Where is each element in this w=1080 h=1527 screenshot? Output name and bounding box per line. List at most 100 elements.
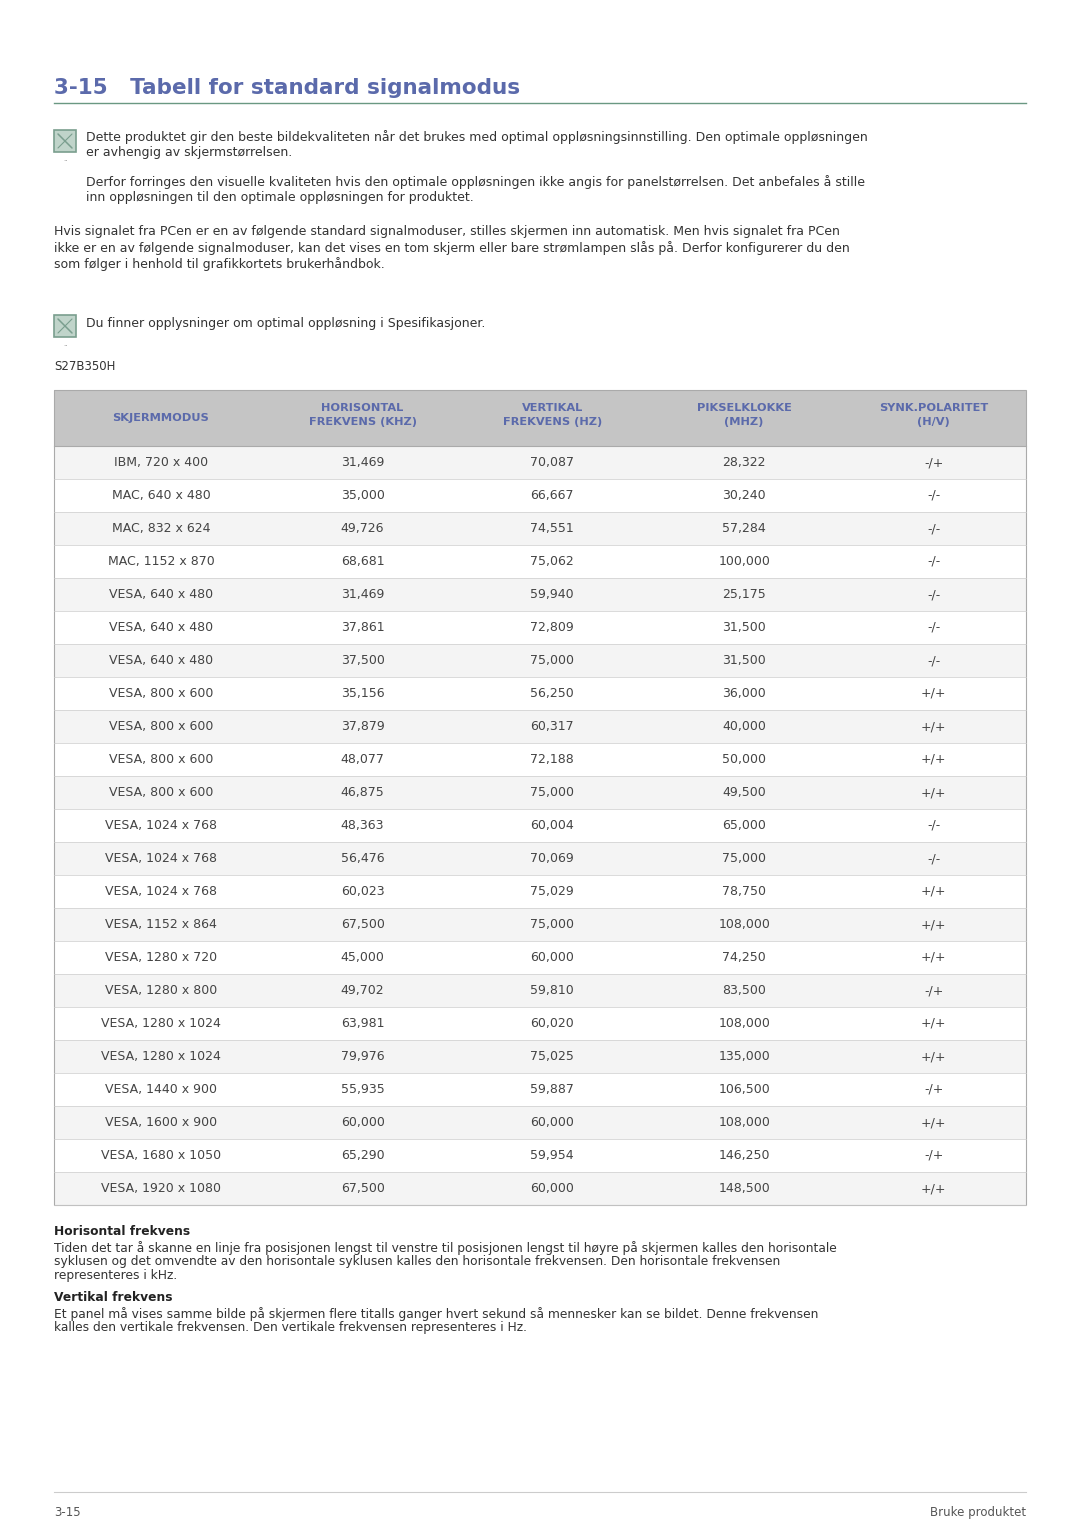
- Text: 3-15   Tabell for standard signalmodus: 3-15 Tabell for standard signalmodus: [54, 78, 521, 98]
- Text: 59,940: 59,940: [530, 588, 573, 602]
- Text: VESA, 1280 x 720: VESA, 1280 x 720: [105, 951, 217, 964]
- Text: 3-15: 3-15: [54, 1506, 81, 1519]
- Text: 100,000: 100,000: [718, 554, 770, 568]
- Text: VESA, 1280 x 1024: VESA, 1280 x 1024: [102, 1017, 220, 1031]
- Bar: [54, 909, 1026, 941]
- Bar: [54, 776, 1026, 809]
- Text: 65,000: 65,000: [723, 818, 766, 832]
- Text: -/-: -/-: [927, 489, 941, 502]
- Text: VESA, 1024 x 768: VESA, 1024 x 768: [105, 818, 217, 832]
- Text: 67,500: 67,500: [340, 918, 384, 931]
- Text: +/+: +/+: [921, 721, 946, 733]
- Text: 49,726: 49,726: [341, 522, 384, 534]
- Text: 60,004: 60,004: [530, 818, 575, 832]
- Text: MAC, 640 x 480: MAC, 640 x 480: [111, 489, 211, 502]
- Text: 70,069: 70,069: [530, 852, 575, 864]
- Text: 75,000: 75,000: [530, 654, 575, 667]
- Text: -/-: -/-: [927, 621, 941, 634]
- Text: (H/V): (H/V): [917, 417, 950, 428]
- Text: 74,250: 74,250: [723, 951, 766, 964]
- Text: VESA, 640 x 480: VESA, 640 x 480: [109, 654, 213, 667]
- Text: VESA, 1280 x 800: VESA, 1280 x 800: [105, 983, 217, 997]
- Bar: [54, 389, 1026, 446]
- Text: VERTIKAL: VERTIKAL: [522, 403, 583, 412]
- Text: 60,000: 60,000: [530, 1182, 575, 1196]
- Text: VESA, 1920 x 1080: VESA, 1920 x 1080: [100, 1182, 221, 1196]
- Text: 55,935: 55,935: [340, 1083, 384, 1096]
- Text: Horisontal frekvens: Horisontal frekvens: [54, 1225, 190, 1238]
- Text: 40,000: 40,000: [723, 721, 766, 733]
- Text: 56,476: 56,476: [341, 852, 384, 864]
- Text: +/+: +/+: [921, 753, 946, 767]
- Text: -/+: -/+: [924, 1148, 943, 1162]
- Text: PIKSELKLOKKE: PIKSELKLOKKE: [697, 403, 792, 412]
- Text: +/+: +/+: [921, 918, 946, 931]
- Text: +/+: +/+: [921, 1182, 946, 1196]
- Text: 48,363: 48,363: [341, 818, 384, 832]
- Text: 50,000: 50,000: [723, 753, 766, 767]
- Bar: [54, 130, 76, 153]
- Bar: [54, 710, 1026, 744]
- Bar: [54, 744, 1026, 776]
- Text: VESA, 1600 x 900: VESA, 1600 x 900: [105, 1116, 217, 1128]
- Text: syklusen og det omvendte av den horisontale syklusen kalles den horisontale frek: syklusen og det omvendte av den horisont…: [54, 1255, 780, 1267]
- Text: Tiden det tar å skanne en linje fra posisjonen lengst til venstre til posisjonen: Tiden det tar å skanne en linje fra posi…: [54, 1241, 837, 1255]
- Text: Vertikal frekvens: Vertikal frekvens: [54, 1290, 173, 1304]
- Text: Dette produktet gir den beste bildekvaliteten når det brukes med optimal oppløsn: Dette produktet gir den beste bildekvali…: [86, 130, 867, 144]
- Bar: [54, 1006, 1026, 1040]
- Text: +/+: +/+: [921, 1116, 946, 1128]
- Text: -/-: -/-: [927, 588, 941, 602]
- Text: 75,029: 75,029: [530, 886, 575, 898]
- Text: 60,020: 60,020: [530, 1017, 575, 1031]
- Text: SYNK.POLARITET: SYNK.POLARITET: [879, 403, 988, 412]
- Text: S27B350H: S27B350H: [54, 360, 116, 373]
- Text: 46,875: 46,875: [340, 786, 384, 799]
- Bar: [54, 941, 1026, 974]
- Text: 66,667: 66,667: [530, 489, 573, 502]
- Text: Et panel må vises samme bilde på skjermen flere titalls ganger hvert sekund så m: Et panel må vises samme bilde på skjerme…: [54, 1307, 819, 1321]
- Text: 83,500: 83,500: [723, 983, 766, 997]
- Text: HORISONTAL: HORISONTAL: [322, 403, 404, 412]
- Text: VESA, 800 x 600: VESA, 800 x 600: [109, 721, 213, 733]
- Bar: [54, 611, 1026, 644]
- Text: 108,000: 108,000: [718, 1116, 770, 1128]
- Text: 37,879: 37,879: [340, 721, 384, 733]
- Text: 60,000: 60,000: [530, 951, 575, 964]
- Bar: [54, 974, 1026, 1006]
- Text: -/-: -/-: [927, 522, 941, 534]
- Bar: [54, 579, 1026, 611]
- Text: +/+: +/+: [921, 687, 946, 699]
- Text: 75,025: 75,025: [530, 1051, 575, 1063]
- Text: VESA, 1680 x 1050: VESA, 1680 x 1050: [100, 1148, 221, 1162]
- Text: 31,500: 31,500: [723, 654, 766, 667]
- Text: Du finner opplysninger om optimal oppløsning i Spesifikasjoner.: Du finner opplysninger om optimal oppløs…: [86, 318, 485, 330]
- Bar: [54, 1173, 1026, 1205]
- Text: 45,000: 45,000: [340, 951, 384, 964]
- Text: 59,810: 59,810: [530, 983, 575, 997]
- Text: VESA, 1440 x 900: VESA, 1440 x 900: [105, 1083, 217, 1096]
- Bar: [54, 479, 1026, 512]
- Bar: [54, 389, 1026, 1205]
- Text: -/+: -/+: [924, 457, 943, 469]
- Text: 60,317: 60,317: [530, 721, 573, 733]
- Text: 108,000: 108,000: [718, 918, 770, 931]
- Text: VESA, 1024 x 768: VESA, 1024 x 768: [105, 852, 217, 864]
- Text: 75,000: 75,000: [530, 918, 575, 931]
- Text: +/+: +/+: [921, 951, 946, 964]
- Text: som følger i henhold til grafikkortets brukerhåndbok.: som følger i henhold til grafikkortets b…: [54, 257, 384, 270]
- Bar: [54, 315, 76, 337]
- Text: 146,250: 146,250: [718, 1148, 770, 1162]
- Text: 135,000: 135,000: [718, 1051, 770, 1063]
- Bar: [54, 809, 1026, 841]
- Text: ..: ..: [63, 156, 67, 162]
- Bar: [54, 644, 1026, 676]
- Text: 68,681: 68,681: [341, 554, 384, 568]
- Text: -/-: -/-: [927, 818, 941, 832]
- Text: FREKVENS (KHZ): FREKVENS (KHZ): [309, 417, 417, 428]
- Text: -/-: -/-: [927, 852, 941, 864]
- Bar: [54, 676, 1026, 710]
- Text: VESA, 800 x 600: VESA, 800 x 600: [109, 687, 213, 699]
- Text: 28,322: 28,322: [723, 457, 766, 469]
- Text: 37,861: 37,861: [341, 621, 384, 634]
- Text: MAC, 1152 x 870: MAC, 1152 x 870: [108, 554, 214, 568]
